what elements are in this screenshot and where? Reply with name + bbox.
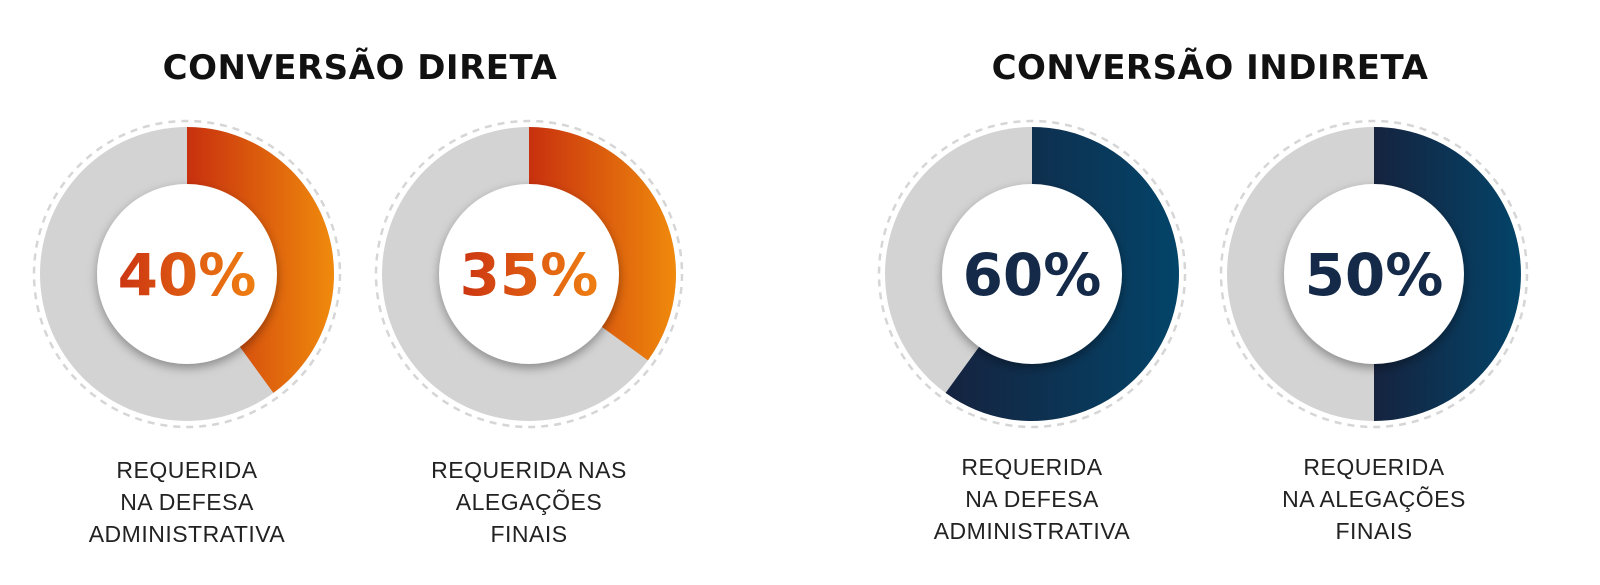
percentage-label: 60% — [963, 241, 1102, 309]
caption-line: ADMINISTRATIVA — [933, 518, 1131, 544]
caption-direct-defesa: REQUERIDA NA DEFESA ADMINISTRATIVA — [37, 454, 337, 550]
donut-center — [1284, 184, 1464, 364]
caption-line: FINAIS — [1335, 518, 1413, 544]
caption-line: ALEGAÇÕES — [455, 489, 603, 515]
dashed-ring — [877, 119, 1187, 429]
donut-center — [439, 184, 619, 364]
donut-svg: 35% — [374, 119, 684, 429]
dashed-ring — [374, 119, 684, 429]
dashed-ring — [1219, 119, 1529, 429]
donut-svg: 40% — [32, 119, 342, 429]
donut-center — [97, 184, 277, 364]
caption-line: NA ALEGAÇÕES — [1282, 486, 1466, 512]
group-title-indirect: CONVERSÃO INDIRETA — [991, 48, 1429, 88]
caption-line: REQUERIDA — [1303, 454, 1445, 480]
caption-direct-alegacoes: REQUERIDA NAS ALEGAÇÕES FINAIS — [379, 454, 679, 550]
donut-chart-direct-alegacoes: 35% — [359, 104, 699, 444]
donut-chart-indirect-alegacoes: 50% — [1204, 104, 1544, 444]
caption-line: REQUERIDA — [961, 454, 1103, 480]
caption-line: REQUERIDA NAS — [431, 457, 627, 483]
caption-line: FINAIS — [490, 521, 568, 547]
caption-indirect-alegacoes: REQUERIDA NA ALEGAÇÕES FINAIS — [1224, 451, 1524, 547]
percentage-label: 50% — [1305, 241, 1444, 309]
percentage-label: 35% — [460, 241, 599, 309]
donut-svg: 60% — [877, 119, 1187, 429]
dashed-ring — [32, 119, 342, 429]
donut-svg: 50% — [1219, 119, 1529, 429]
donut-chart-indirect-defesa: 60% — [862, 104, 1202, 444]
donut-chart-direct-defesa: 40% — [17, 104, 357, 444]
caption-line: REQUERIDA — [116, 457, 258, 483]
group-title-direct: CONVERSÃO DIRETA — [162, 48, 558, 88]
caption-line: NA DEFESA — [965, 486, 1099, 512]
caption-indirect-defesa: REQUERIDA NA DEFESA ADMINISTRATIVA — [882, 451, 1182, 547]
caption-line: ADMINISTRATIVA — [88, 521, 286, 547]
percentage-label: 40% — [118, 241, 257, 309]
caption-line: NA DEFESA — [120, 489, 254, 515]
donut-center — [942, 184, 1122, 364]
